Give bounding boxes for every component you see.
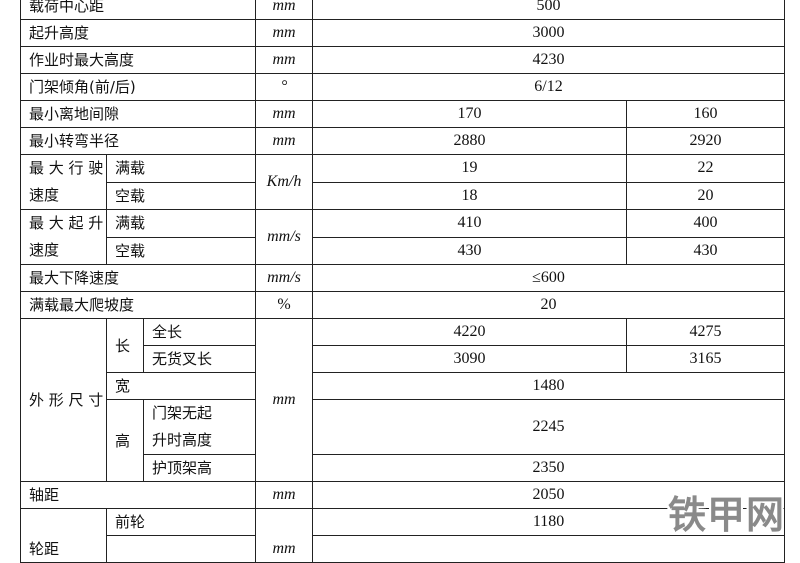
row-label: 最大下降速度 (19, 264, 257, 292)
unit: mm (255, 0, 314, 20)
unit: mm (255, 318, 314, 482)
sub-label: 护顶架高 (142, 454, 257, 482)
value-b: 2920 (626, 127, 786, 155)
row-label: 最 大 起 升速度 (20, 209, 107, 265)
unit: mm (255, 46, 314, 74)
value: 2245 (312, 399, 786, 455)
unit: % (255, 291, 314, 319)
sub-label: 满载 (105, 209, 257, 238)
value: 1480 (312, 372, 786, 400)
unit: Km/h (255, 154, 314, 210)
unit: mm (255, 481, 314, 509)
sub-label: 满载 (105, 154, 257, 183)
table-row: 最 大 行 驶速度 满载 Km/h 19 22 (20, 154, 786, 210)
table-row: 空载 18 20 (21, 181, 786, 210)
table-row: 宽 1480 (21, 372, 786, 400)
sub-label: 空载 (105, 236, 257, 265)
value-a: 18 (312, 181, 628, 210)
value-a: 410 (312, 209, 628, 238)
row-label: 轴距 (19, 481, 257, 509)
value: 3000 (312, 19, 786, 47)
table-row: 门架倾角(前/后) ° 6/12 (19, 73, 786, 101)
table-row: 外 形 尺 寸长全长 mm 4220 4275 (20, 318, 786, 482)
value-b: 4275 (626, 318, 786, 346)
value: 500 (312, 0, 786, 20)
unit: mm/s (255, 209, 314, 265)
value-a: 19 (312, 154, 628, 183)
value: 6/12 (312, 73, 786, 101)
row-label: 门架倾角(前/后) (19, 73, 257, 101)
table-row: 最大下降速度 mm/s ≤600 (19, 264, 786, 292)
row-label: 最小转弯半径 (19, 127, 257, 155)
sub-label: 高 (106, 399, 144, 482)
value-b: 20 (626, 181, 786, 210)
unit: mm (255, 100, 314, 128)
row-label: 载荷中心距 (19, 0, 257, 20)
row-label: 作业时最大高度 (19, 46, 257, 74)
value-b: 3165 (626, 345, 786, 373)
value-a: 4220 (312, 318, 628, 346)
unit: mm (255, 127, 314, 155)
value-b: 160 (626, 100, 786, 128)
unit: mm (255, 508, 314, 563)
sub-label: 无货叉长 (142, 345, 257, 373)
row-label: 轮距 (20, 508, 107, 563)
sub-label: 宽 (105, 372, 257, 400)
value: 4230 (312, 46, 786, 74)
table-row: 护顶架高 2350 (21, 454, 786, 482)
row-label: 外 形 尺 寸 (20, 318, 107, 482)
table-row: 满载最大爬坡度% 20 (19, 291, 786, 319)
value-b: 400 (626, 209, 786, 238)
table-row: 空载 430 430 (21, 236, 786, 265)
value-a: 170 (312, 100, 628, 128)
sub-label: 全长 (142, 318, 257, 346)
value: 2350 (312, 454, 786, 482)
value-a: 3090 (312, 345, 628, 373)
table-row: 载荷中心距 mm 500 (19, 0, 786, 20)
value: 2050 (312, 481, 786, 509)
table-row: 最小离地间隙 mm 170 160 (19, 100, 786, 128)
unit: mm/s (255, 264, 314, 292)
value-a: 430 (312, 236, 628, 265)
sub-label: 长 (106, 318, 144, 373)
row-label: 满载最大爬坡度 (19, 291, 257, 319)
value-b: 430 (626, 236, 786, 265)
row-label: 最小离地间隙 (19, 100, 257, 128)
watermark-logo: 铁甲网 (668, 493, 786, 537)
sub-label: 空载 (105, 181, 257, 210)
table-row: 作业时最大高度 mm 4230 (19, 46, 786, 74)
value-b: 22 (626, 154, 786, 183)
value-a: 2880 (312, 127, 628, 155)
sub-label: 前轮 (105, 508, 257, 536)
unit: ° (255, 73, 314, 101)
unit: mm (255, 19, 314, 47)
row-label: 起升高度 (19, 19, 257, 47)
table-row: 无货叉长 3090 3165 (21, 345, 786, 373)
spec-table: 载荷中心距 mm 500 起升高度 mm 3000 作业时最大高度 mm 4230 门架倾角… (19, 0, 786, 563)
table-row (21, 535, 786, 563)
table-row: 最小转弯半径 mm 2880 2920 (19, 127, 786, 155)
value: 20 (312, 291, 786, 319)
table-row: 起升高度 mm 3000 (19, 19, 786, 47)
row-label: 最 大 行 驶速度 (20, 154, 107, 210)
value: ≤600 (312, 264, 786, 292)
table-row: 最 大 起 升速度 满载 mm/s 410 400 (20, 209, 786, 265)
sub-label: 门架无起升时高度 (142, 399, 257, 455)
